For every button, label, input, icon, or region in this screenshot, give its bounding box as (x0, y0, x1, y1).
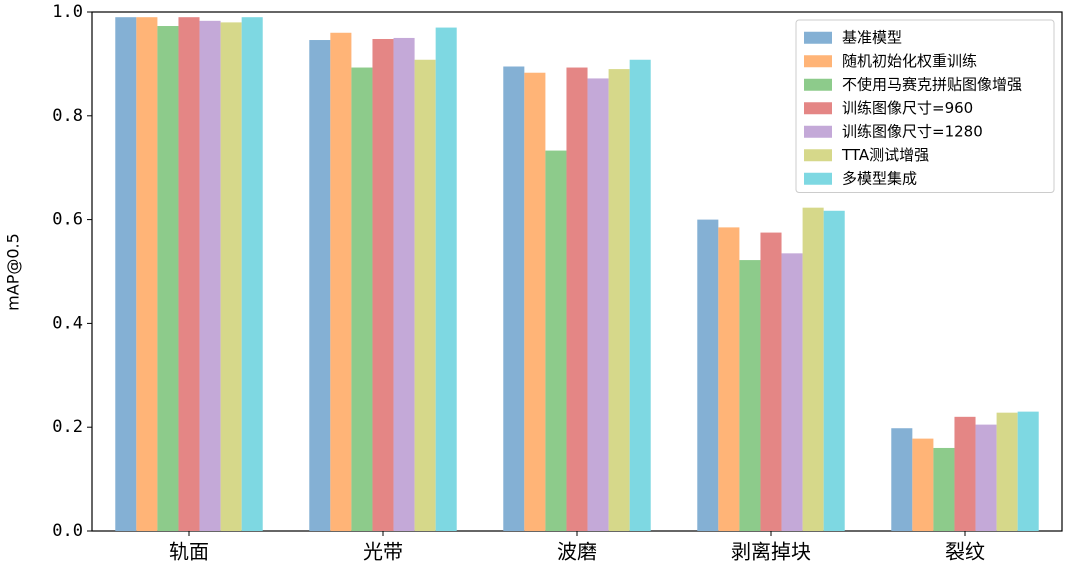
legend-swatch (804, 78, 832, 91)
y-tick-label: 0.6 (52, 210, 83, 230)
bar (136, 17, 158, 531)
legend-label: 随机初始化权重训练 (842, 52, 977, 70)
bar (781, 253, 803, 531)
bar (241, 17, 263, 531)
bar (414, 59, 436, 532)
bar (975, 424, 997, 531)
y-tick-label: 0.8 (52, 106, 83, 126)
bar (608, 69, 630, 531)
bar (309, 40, 331, 531)
bar (220, 22, 242, 531)
x-tick-label: 剥离掉块 (731, 540, 811, 564)
bar (330, 32, 352, 531)
bar (739, 260, 761, 531)
legend-swatch (804, 172, 832, 185)
legend-label: TTA测试增强 (841, 146, 929, 164)
x-tick-label: 光带 (363, 540, 403, 564)
x-tick-label: 轨面 (169, 540, 209, 564)
bar (115, 17, 137, 531)
bar (157, 26, 179, 531)
legend-label: 训练图像尺寸=960 (842, 99, 973, 117)
legend-swatch (804, 125, 832, 138)
bar (996, 412, 1018, 531)
legend-label: 多模型集成 (842, 169, 917, 187)
bar (351, 67, 373, 532)
bar (760, 232, 782, 531)
bar (891, 428, 913, 531)
bar (524, 72, 546, 532)
bar (587, 78, 609, 531)
bar (802, 207, 824, 531)
bar (178, 17, 200, 531)
legend-swatch (804, 149, 832, 162)
bar (199, 20, 221, 532)
legend-swatch (804, 55, 832, 68)
bar (823, 210, 845, 532)
bar (629, 59, 651, 532)
y-tick-label: 0.0 (52, 521, 83, 541)
bar (503, 66, 525, 532)
legend-label: 不使用马赛克拼贴图像增强 (842, 75, 1022, 93)
x-tick-label: 裂纹 (945, 540, 985, 564)
legend-swatch (804, 102, 832, 115)
bar (912, 438, 934, 531)
y-tick-label: 0.2 (52, 417, 83, 437)
bar (933, 447, 955, 531)
bar (954, 416, 976, 531)
bar (372, 38, 394, 531)
x-tick-label: 波磨 (557, 540, 597, 564)
bar (566, 67, 588, 532)
bar (435, 27, 457, 531)
bar (1017, 411, 1039, 531)
legend-frame (795, 19, 1055, 193)
bar (697, 219, 719, 531)
y-tick-label: 0.4 (52, 313, 83, 333)
legend-label: 基准模型 (842, 28, 902, 46)
y-axis-label: mAP@0.5 (4, 233, 23, 311)
bar (393, 37, 415, 531)
legend-label: 训练图像尺寸=1280 (842, 122, 983, 140)
bar (545, 150, 567, 531)
y-tick-label: 1.0 (52, 2, 83, 22)
bar (718, 227, 740, 531)
legend-swatch (804, 31, 832, 44)
